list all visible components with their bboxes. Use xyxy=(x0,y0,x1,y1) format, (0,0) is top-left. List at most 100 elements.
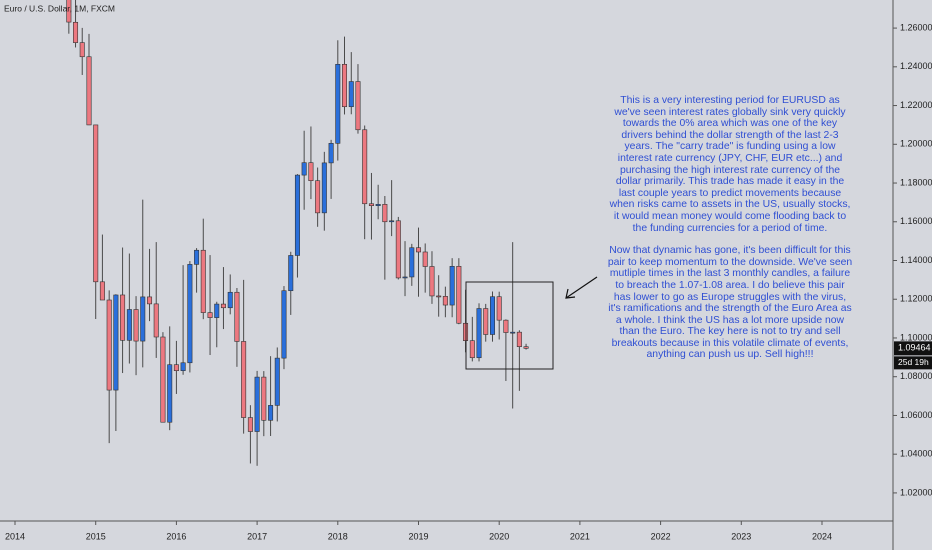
candle-body xyxy=(368,203,374,206)
candle-body xyxy=(523,346,529,349)
candle-body xyxy=(126,309,132,341)
candle-body xyxy=(422,251,428,267)
chart-title: Euro / U.S. Dollar, 1M, FXCM xyxy=(4,3,115,13)
y-tick-label: 1.06000 xyxy=(900,410,932,420)
candle-body xyxy=(335,64,341,144)
candle-body xyxy=(200,249,206,313)
x-tick-label: 2023 xyxy=(731,531,751,541)
candle-body xyxy=(173,364,179,372)
candle-body xyxy=(268,405,274,421)
candle-body xyxy=(147,296,153,305)
candle-body xyxy=(241,341,247,418)
annotation: This is a very interesting period for EU… xyxy=(607,95,853,372)
y-tick-label: 1.14000 xyxy=(900,255,932,265)
y-tick-label: 1.12000 xyxy=(900,294,932,304)
candle-body xyxy=(483,308,489,335)
candle-body xyxy=(153,303,159,338)
candle-body xyxy=(79,42,85,58)
candle-body xyxy=(415,247,421,253)
candle-body xyxy=(308,162,314,182)
candle-body xyxy=(503,319,509,333)
candle-body xyxy=(66,0,72,23)
candle-body xyxy=(120,294,126,341)
x-tick-label: 2016 xyxy=(166,531,186,541)
candle-body xyxy=(321,162,327,214)
arrow-shaft xyxy=(565,276,598,299)
x-tick-label: 2019 xyxy=(408,531,428,541)
candle-body xyxy=(348,81,354,108)
candle-body xyxy=(456,266,462,324)
y-tick-label: 1.24000 xyxy=(900,61,932,71)
candle-body xyxy=(86,56,92,126)
candle-body xyxy=(315,180,321,214)
candle-body xyxy=(294,174,300,256)
y-tick-label: 1.18000 xyxy=(900,177,932,187)
highlight-box xyxy=(465,281,554,370)
candle-body xyxy=(220,303,226,309)
candle-body xyxy=(442,296,448,306)
candle-body xyxy=(402,276,408,279)
x-tick-label: 2018 xyxy=(328,531,348,541)
candle-body xyxy=(261,376,267,421)
x-tick-label: 2014 xyxy=(5,531,25,541)
candle-body xyxy=(375,204,381,206)
annotation-paragraph: Now that dynamic has gone, it's been dif… xyxy=(607,245,853,361)
candle-body xyxy=(496,296,502,321)
candle-body xyxy=(288,255,294,292)
y-tick-label: 1.02000 xyxy=(900,487,932,497)
x-tick-label: 2024 xyxy=(812,531,832,541)
candle-body xyxy=(160,336,166,423)
candle-body xyxy=(180,362,186,372)
candle-body xyxy=(389,220,395,223)
candle-body xyxy=(355,81,361,131)
candle-body xyxy=(99,281,105,301)
candle-body xyxy=(207,312,213,318)
x-tick-label: 2015 xyxy=(86,531,106,541)
candle-body xyxy=(382,204,388,223)
last-price-label: 1.09464 xyxy=(898,343,931,353)
y-tick-label: 1.22000 xyxy=(900,100,932,110)
candle-body xyxy=(133,309,139,342)
y-tick-label: 1.20000 xyxy=(900,139,932,149)
arrow-head xyxy=(565,288,576,299)
candle-body xyxy=(489,296,495,335)
y-tick-label: 1.08000 xyxy=(900,371,932,381)
candle-body xyxy=(227,291,233,309)
candle-body xyxy=(510,331,516,334)
x-tick-label: 2017 xyxy=(247,531,267,541)
y-tick-label: 1.26000 xyxy=(900,22,932,32)
candle-body xyxy=(449,266,455,306)
candle-body xyxy=(516,331,522,347)
candle-body xyxy=(247,417,253,432)
candle-body xyxy=(73,21,79,43)
candle-body xyxy=(362,129,368,205)
candle-body xyxy=(469,340,475,359)
candle-body xyxy=(254,376,260,432)
candle-body xyxy=(328,143,334,164)
candle-body xyxy=(476,308,482,359)
candle-body xyxy=(106,299,112,391)
candle-body xyxy=(395,220,401,279)
x-tick-label: 2021 xyxy=(570,531,590,541)
candle-body xyxy=(274,357,280,406)
countdown-box xyxy=(894,356,932,370)
y-tick-label: 1.10000 xyxy=(900,332,932,342)
candle-body xyxy=(93,124,99,283)
last-price-box xyxy=(894,341,932,356)
candle-body xyxy=(409,247,415,278)
y-tick-label: 1.16000 xyxy=(900,216,932,226)
candle-body xyxy=(113,294,119,391)
candle-body xyxy=(341,64,347,108)
candle-body xyxy=(436,295,442,298)
candle-body xyxy=(187,264,193,364)
candle-body xyxy=(214,303,220,318)
candle-body xyxy=(194,249,200,265)
candle-body xyxy=(301,162,307,176)
countdown-label: 25d 19h xyxy=(898,357,929,367)
candle-body xyxy=(167,364,173,423)
candle-body xyxy=(140,296,146,342)
candle-body xyxy=(234,291,240,342)
